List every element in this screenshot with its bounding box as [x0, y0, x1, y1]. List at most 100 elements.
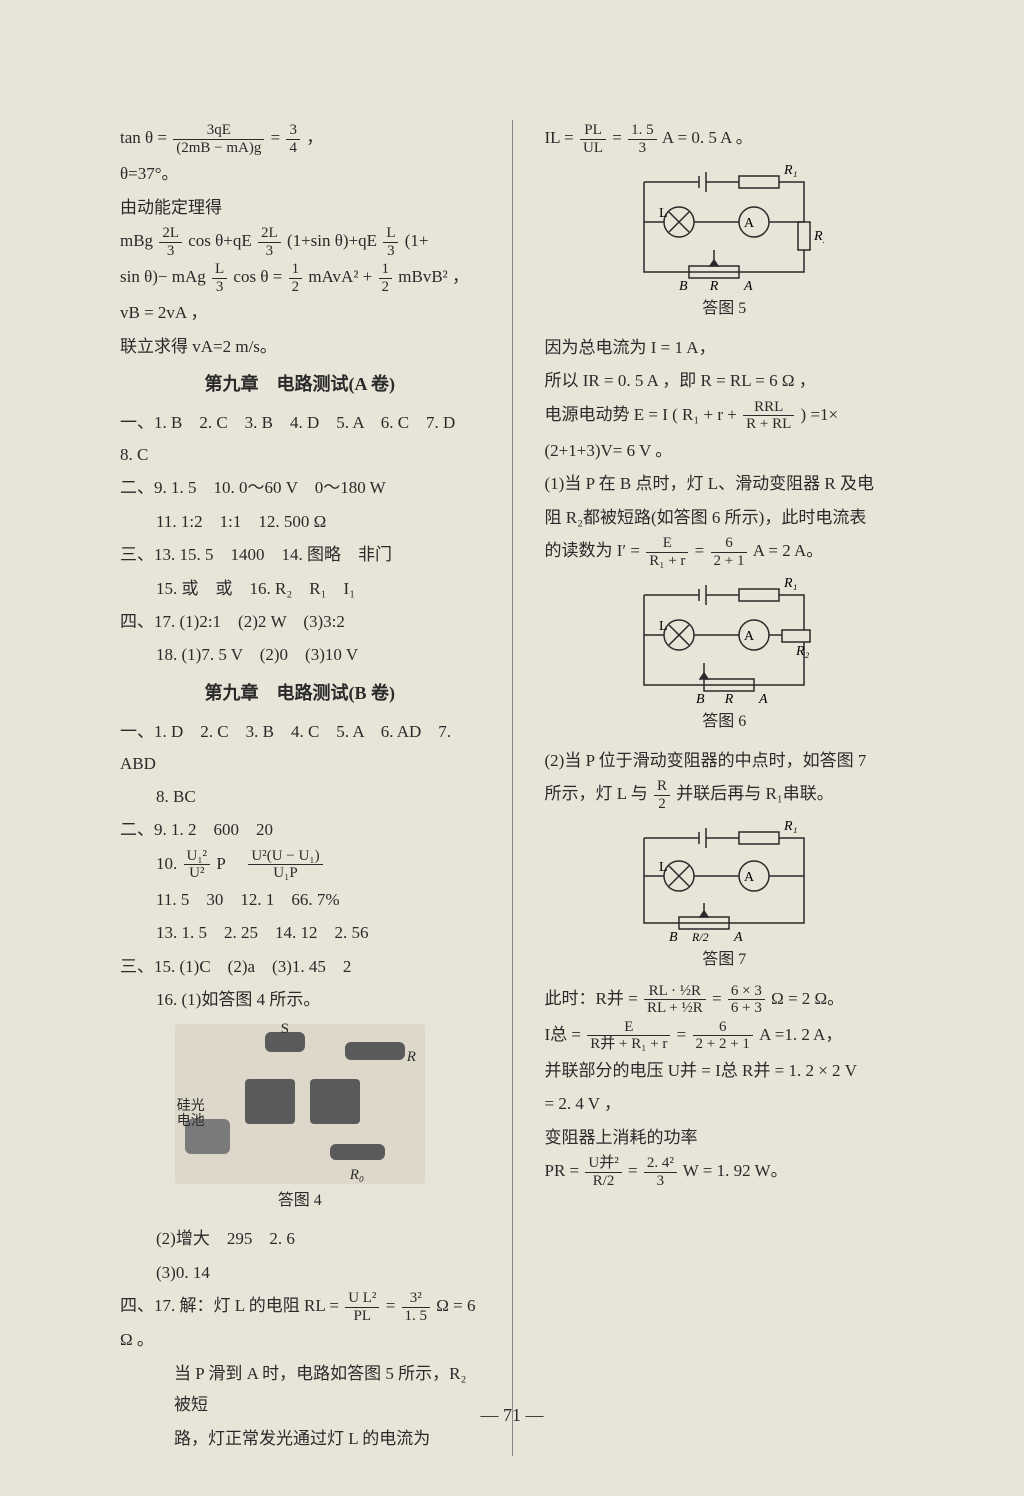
fraction: U₁²U² — [184, 848, 211, 882]
label: R₁ — [783, 576, 797, 591]
text-line: 路，灯正常发光通过灯 L 的电流为 — [120, 1423, 480, 1454]
text: 所示，灯 L 与 — [545, 784, 653, 803]
text-line: (2+1+3)V= 6 V 。 — [545, 435, 905, 466]
figure-caption: 答图 5 — [545, 294, 905, 324]
answer-line: 10. U₁²U² P U²(U − U₁)U₁P — [120, 848, 480, 882]
label: R₀ — [350, 1162, 364, 1190]
text: 电源电动势 E = I ( R₁ + r + — [545, 405, 742, 424]
circuit-diagram-7: L A R₁ B R/2 A — [624, 818, 824, 943]
column-divider — [512, 120, 513, 1456]
text-line: 因为总电流为 I = 1 A， — [545, 332, 905, 363]
text-line: 所以 IR = 0. 5 A ，即 R = RL = 6 Ω ， — [545, 365, 905, 396]
section-heading: 第九章 电路测试(A 卷) — [120, 368, 480, 401]
fraction: 1. 53 — [628, 122, 657, 156]
text-line: (1)当 P 在 B 点时，灯 L、滑动变阻器 R 及电 — [545, 468, 905, 499]
label: L — [659, 206, 668, 221]
text-line: = 2. 4 V ， — [545, 1088, 905, 1119]
text: 的读数为 I′ = — [545, 541, 645, 560]
fraction: ER₁ + r — [646, 535, 688, 569]
text: = — [695, 541, 709, 560]
answer-line: 一、1. D 2. C 3. B 4. C 5. A 6. AD 7. ABD — [120, 716, 480, 779]
circuit-diagram-6: L A R₁ R₂ B R A — [624, 575, 824, 705]
text: P — [216, 854, 242, 873]
label: R₂ — [795, 644, 810, 659]
fraction: 2L3 — [258, 225, 281, 259]
text: = — [628, 1161, 642, 1180]
text: A =1. 2 A， — [759, 1025, 842, 1044]
answer-line: 11. 5 30 12. 1 66. 7% — [120, 884, 480, 915]
label: R₁ — [783, 163, 797, 178]
fraction: R2 — [654, 778, 670, 812]
text: 此时：R并 = — [545, 989, 642, 1008]
label: L — [659, 619, 668, 634]
fraction: RRLR + RL — [743, 399, 794, 433]
eq-line: IL = PLUL = 1. 53 A = 0. 5 A 。 — [545, 122, 905, 156]
eq-line: 的读数为 I′ = ER₁ + r = 62 + 1 A = 2 A。 — [545, 535, 905, 569]
answer-line: 18. (1)7. 5 V (2)0 (3)10 V — [120, 639, 480, 670]
text: ) =1× — [801, 405, 839, 424]
text-line: 阻 R₂都被短路(如答图 6 所示)，此时电流表 — [545, 502, 905, 533]
label: A — [743, 279, 753, 292]
voltmeter-icon — [310, 1079, 360, 1124]
fraction: U并²R/2 — [585, 1155, 621, 1189]
circuit-diagram-5: L A R₁ R₂ B R A — [624, 162, 824, 292]
text: = — [712, 989, 726, 1008]
text: I总 = — [545, 1025, 586, 1044]
voltmeter-icon — [245, 1079, 295, 1124]
text: 10. — [156, 854, 182, 873]
text-line: 并联部分的电压 U并 = I总 R并 = 1. 2 × 2 V — [545, 1055, 905, 1086]
fraction: L3 — [212, 261, 227, 295]
text: 四、17. 解：灯 L 的电阻 RL = — [120, 1296, 343, 1315]
text: ， — [306, 128, 323, 147]
eq-line: 所示，灯 L 与 R2 并联后再与 R₁串联。 — [545, 778, 905, 812]
text: PR = — [545, 1161, 584, 1180]
label: B — [696, 692, 705, 705]
label: R — [709, 279, 719, 292]
page-number-value: 71 — [503, 1405, 521, 1425]
answer-line: 一、1. B 2. C 3. B 4. D 5. A 6. C 7. D 8. … — [120, 407, 480, 470]
text: cos θ+qE — [188, 231, 256, 250]
text: sin θ)− mAg — [120, 267, 210, 286]
fraction: 62 + 2 + 1 — [693, 1019, 753, 1053]
answer-line: 三、15. (1)C (2)a (3)1. 45 2 — [120, 951, 480, 982]
text: mBg — [120, 231, 157, 250]
fraction: RL · ½RRL + ½R — [644, 983, 706, 1017]
eq-line: 此时：R并 = RL · ½RRL + ½R = 6 × 36 + 3 Ω = … — [545, 983, 905, 1017]
text: (1+ — [405, 231, 429, 250]
fraction: 2. 4²3 — [644, 1155, 677, 1189]
text-line: 变阻器上消耗的功率 — [545, 1122, 905, 1153]
fraction: 6 × 36 + 3 — [728, 983, 765, 1017]
answer-line: (3)0. 14 — [120, 1257, 480, 1288]
eq-line: tan θ = 3qE(2mB − mA)g = 34 ， — [120, 122, 480, 156]
text: Ω = 2 Ω。 — [771, 989, 844, 1008]
fraction: 3²1. 5 — [402, 1290, 431, 1324]
label: R/2 — [691, 930, 709, 943]
label: R₂ — [813, 229, 824, 244]
figure-caption: 答图 4 — [120, 1186, 480, 1216]
fraction: PLUL — [580, 122, 606, 156]
text-line: 由动能定理得 — [120, 192, 480, 223]
text: cos θ = — [233, 267, 286, 286]
figure-caption: 答图 6 — [545, 707, 905, 737]
figure-caption: 答图 7 — [545, 945, 905, 975]
section-heading: 第九章 电路测试(B 卷) — [120, 677, 480, 710]
label: A — [744, 629, 755, 644]
text-line: vB = 2vA ， — [120, 297, 480, 328]
text: tan θ = — [120, 128, 167, 147]
text: IL = — [545, 128, 579, 147]
text: mBvB² ， — [398, 267, 469, 286]
eq-line: sin θ)− mAg L3 cos θ = 12 mAvA² + 12 mBv… — [120, 261, 480, 295]
fraction: U L²PL — [345, 1290, 379, 1324]
eq-line: I总 = ER并 + R₁ + r = 62 + 2 + 1 A =1. 2 A… — [545, 1019, 905, 1053]
answer-line: 13. 1. 5 2. 25 14. 12 2. 56 — [120, 917, 480, 948]
text: = — [677, 1025, 691, 1044]
text-line: 联立求得 vA=2 m/s。 — [120, 331, 480, 362]
fraction: 34 — [286, 122, 300, 156]
right-column: IL = PLUL = 1. 53 A = 0. 5 A 。 — [545, 120, 905, 1456]
label: A — [758, 692, 768, 705]
page-number: — 71 — — [0, 1405, 1024, 1426]
label: R — [407, 1044, 416, 1072]
text: (1+sin θ)+qE — [287, 231, 381, 250]
fraction: 12 — [379, 261, 393, 295]
fraction: 62 + 1 — [711, 535, 748, 569]
